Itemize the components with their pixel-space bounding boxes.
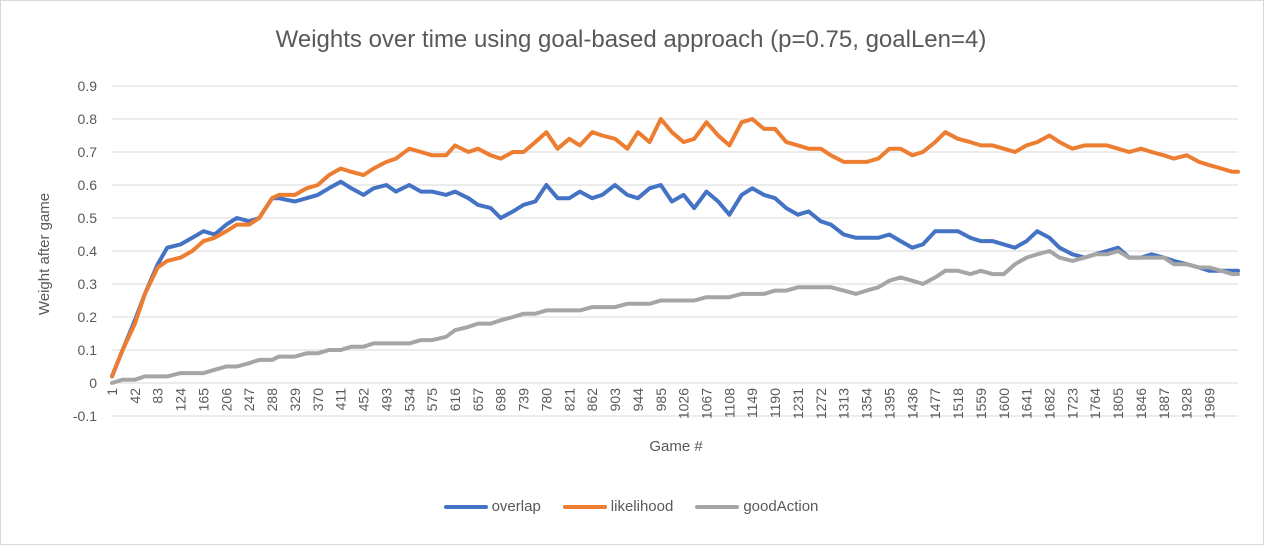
y-tick-label: 0.4 <box>78 243 98 259</box>
legend-swatch <box>695 504 740 509</box>
x-tick-label: 1969 <box>1202 388 1218 419</box>
x-tick-label: 124 <box>173 388 189 412</box>
x-tick-label: 985 <box>653 388 669 412</box>
x-tick-label: 411 <box>333 388 349 411</box>
x-tick-label: 575 <box>424 388 440 412</box>
series-lines <box>110 117 1240 385</box>
x-tick-label: 657 <box>470 388 486 412</box>
x-tick-label: 1108 <box>721 388 737 418</box>
x-tick-label: 1313 <box>836 388 852 419</box>
x-tick-label: 452 <box>356 388 372 412</box>
legend: overlap likelihood goodAction <box>0 498 1262 515</box>
x-tick-label: 1764 <box>1087 388 1103 419</box>
y-tick-label: 0.6 <box>78 177 98 193</box>
x-tick-label: 1518 <box>950 388 966 419</box>
x-tick-label: 1272 <box>813 388 829 419</box>
series-line-overlap <box>110 179 1240 379</box>
x-tick-label: 1682 <box>1041 388 1057 419</box>
x-tick-label: 370 <box>310 388 326 412</box>
x-tick-label: 42 <box>127 388 143 404</box>
legend-item-overlap: overlap <box>443 498 541 515</box>
x-tick-label: 1026 <box>676 388 692 419</box>
y-tick-label: 0.1 <box>78 342 98 358</box>
x-tick-label: 83 <box>150 388 166 404</box>
x-tick-label: 1559 <box>973 388 989 419</box>
legend-label: likelihood <box>610 498 674 515</box>
y-tick-label: 0.3 <box>78 276 98 292</box>
x-tick-label: 165 <box>195 388 211 412</box>
y-axis-title: Weight after game <box>36 193 53 315</box>
x-tick-label: 1477 <box>927 388 943 419</box>
x-tick-label: 821 <box>561 388 577 412</box>
x-tick-label: 1190 <box>767 388 783 418</box>
series-line-goodAction <box>110 249 1240 385</box>
x-tick-label: 1600 <box>996 388 1012 419</box>
x-tick-label: 698 <box>493 388 509 412</box>
series-line-likelihood <box>110 117 1240 379</box>
x-tick-labels: 1 42 83 124 165 206 247 288 329 370 411 452 493 534 57… <box>104 388 1218 419</box>
x-tick-label: 944 <box>630 388 646 412</box>
x-tick-label: 616 <box>447 388 463 412</box>
legend-swatch <box>562 504 607 509</box>
x-tick-label: 1149 <box>744 388 760 418</box>
gridlines <box>112 85 1238 417</box>
y-tick-label: -0.1 <box>73 408 97 424</box>
x-tick-label: 903 <box>607 388 623 412</box>
x-tick-label: 1436 <box>904 388 920 419</box>
x-tick-label: 247 <box>241 388 257 412</box>
chart-title: Weights over time using goal-based appro… <box>275 26 987 53</box>
x-tick-label: 780 <box>538 388 554 412</box>
legend-item-goodAction: goodAction <box>695 498 818 515</box>
y-tick-label: 0.8 <box>78 111 98 127</box>
x-tick-label: 1395 <box>881 388 897 419</box>
x-tick-label: 1846 <box>1133 388 1149 419</box>
x-tick-label: 1231 <box>790 388 806 419</box>
x-tick-label: 862 <box>584 388 600 412</box>
y-tick-label: 0.7 <box>78 144 98 160</box>
x-tick-label: 1354 <box>859 388 875 419</box>
x-tick-label: 739 <box>516 388 532 412</box>
x-tick-label: 1067 <box>699 388 715 419</box>
y-tick-label: 0 <box>89 375 97 391</box>
x-tick-label: 1 <box>104 388 120 396</box>
legend-label: overlap <box>491 498 541 515</box>
x-tick-label: 534 <box>401 388 417 412</box>
x-tick-label: 493 <box>378 388 394 412</box>
legend-swatch <box>443 504 488 509</box>
x-axis-title: Game # <box>649 438 703 455</box>
x-tick-label: 1723 <box>1064 388 1080 419</box>
x-tick-label: 1928 <box>1179 388 1195 419</box>
y-tick-label: 0.5 <box>78 210 98 226</box>
x-tick-label: 1805 <box>1110 388 1126 419</box>
y-tick-label: 0.9 <box>78 78 98 94</box>
x-tick-label: 1887 <box>1156 388 1172 419</box>
legend-label: goodAction <box>743 498 819 515</box>
y-tick-labels: -0.1 0 0.1 0.2 0.3 0.4 0.5 0.6 0.7 0.8 0.9 <box>73 78 97 424</box>
y-tick-label: 0.2 <box>78 309 98 325</box>
x-tick-label: 288 <box>264 388 280 412</box>
x-tick-label: 329 <box>287 388 303 412</box>
legend-item-likelihood: likelihood <box>562 498 674 515</box>
x-tick-label: 1641 <box>1019 388 1035 419</box>
x-tick-label: 206 <box>218 388 234 412</box>
